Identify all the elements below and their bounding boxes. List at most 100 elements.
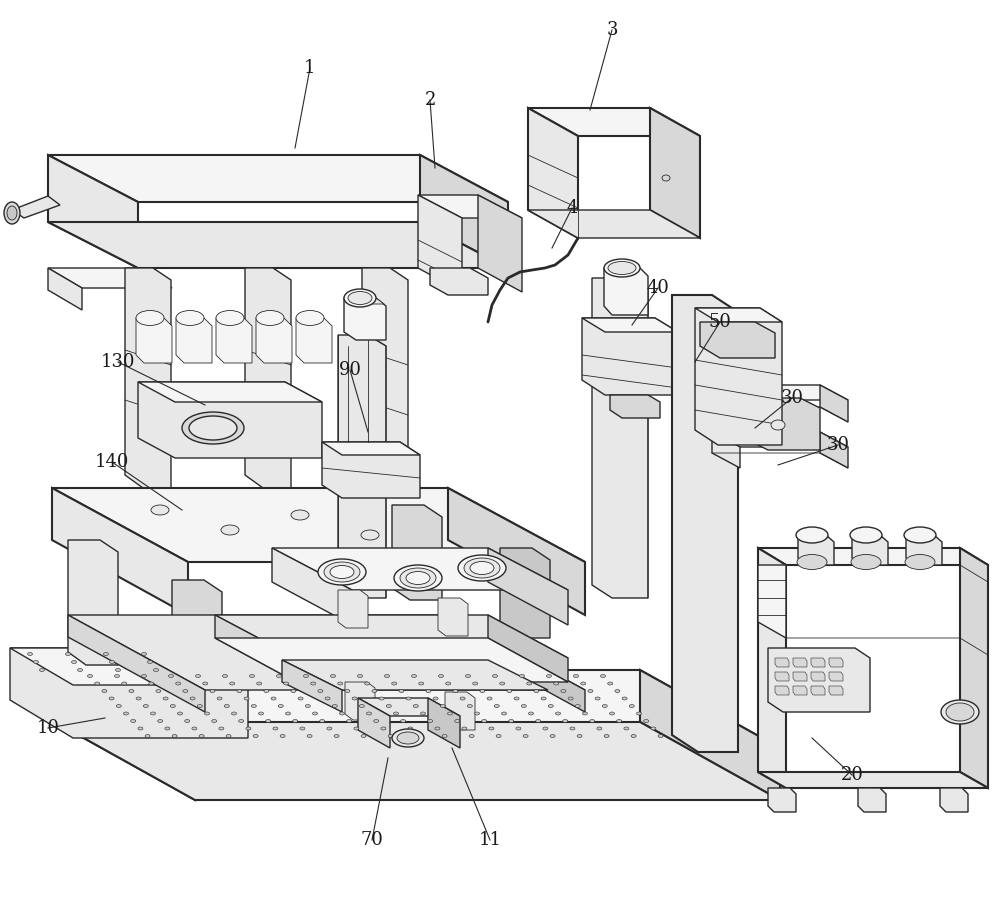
Ellipse shape [500, 682, 505, 685]
Ellipse shape [72, 660, 76, 664]
Ellipse shape [536, 719, 541, 722]
Ellipse shape [182, 412, 244, 444]
Polygon shape [245, 268, 291, 488]
Ellipse shape [527, 682, 532, 685]
Ellipse shape [330, 565, 354, 579]
Polygon shape [428, 698, 460, 748]
Polygon shape [345, 682, 375, 720]
Ellipse shape [291, 690, 296, 692]
Polygon shape [768, 788, 796, 812]
Ellipse shape [327, 727, 332, 730]
Ellipse shape [102, 690, 107, 692]
Ellipse shape [546, 675, 552, 677]
Ellipse shape [651, 727, 656, 730]
Ellipse shape [280, 735, 285, 737]
Ellipse shape [150, 712, 156, 715]
Ellipse shape [392, 682, 397, 685]
Polygon shape [582, 318, 678, 395]
Text: 4: 4 [566, 199, 578, 217]
Polygon shape [272, 548, 352, 625]
Ellipse shape [941, 700, 979, 724]
Polygon shape [811, 672, 825, 681]
Ellipse shape [597, 727, 602, 730]
Ellipse shape [521, 704, 526, 708]
Ellipse shape [438, 675, 444, 677]
Polygon shape [448, 488, 585, 615]
Ellipse shape [581, 682, 586, 685]
Ellipse shape [600, 675, 606, 677]
Ellipse shape [190, 697, 195, 700]
Ellipse shape [575, 704, 580, 708]
Polygon shape [215, 615, 568, 658]
Polygon shape [758, 772, 988, 788]
Ellipse shape [420, 712, 426, 715]
Ellipse shape [574, 675, 578, 677]
Ellipse shape [637, 712, 642, 715]
Ellipse shape [608, 262, 636, 274]
Ellipse shape [543, 727, 548, 730]
Polygon shape [960, 548, 988, 788]
Ellipse shape [344, 289, 376, 307]
Polygon shape [68, 615, 585, 690]
Ellipse shape [28, 652, 32, 656]
Polygon shape [811, 686, 825, 695]
Polygon shape [592, 278, 648, 598]
Ellipse shape [466, 675, 471, 677]
Ellipse shape [480, 690, 485, 692]
Ellipse shape [541, 697, 546, 700]
Ellipse shape [394, 565, 442, 591]
Ellipse shape [496, 735, 501, 737]
Ellipse shape [291, 510, 309, 520]
Ellipse shape [658, 735, 663, 737]
Ellipse shape [7, 206, 17, 220]
Ellipse shape [514, 697, 519, 700]
Ellipse shape [624, 727, 629, 730]
Polygon shape [12, 196, 60, 218]
Text: 11: 11 [479, 831, 502, 849]
Ellipse shape [276, 675, 282, 677]
Polygon shape [700, 322, 775, 358]
Text: 20: 20 [841, 766, 863, 784]
Polygon shape [420, 155, 508, 268]
Ellipse shape [608, 682, 613, 685]
Ellipse shape [266, 719, 271, 722]
Ellipse shape [143, 704, 148, 708]
Ellipse shape [475, 712, 480, 715]
Ellipse shape [183, 690, 188, 692]
Polygon shape [940, 788, 968, 812]
Ellipse shape [345, 690, 350, 692]
Ellipse shape [40, 668, 44, 672]
Ellipse shape [116, 668, 120, 672]
Polygon shape [176, 318, 212, 363]
Polygon shape [528, 210, 700, 238]
Text: 130: 130 [101, 353, 135, 371]
Polygon shape [768, 648, 870, 712]
Ellipse shape [158, 719, 163, 722]
Ellipse shape [400, 568, 436, 588]
Ellipse shape [851, 554, 881, 570]
Ellipse shape [615, 690, 620, 692]
Polygon shape [10, 648, 248, 738]
Ellipse shape [156, 690, 161, 692]
Polygon shape [775, 658, 789, 667]
Ellipse shape [502, 712, 507, 715]
Ellipse shape [534, 690, 539, 692]
Polygon shape [829, 686, 843, 695]
Polygon shape [52, 488, 188, 615]
Ellipse shape [216, 310, 244, 326]
Ellipse shape [470, 562, 494, 574]
Ellipse shape [408, 727, 413, 730]
Ellipse shape [66, 652, 70, 656]
Polygon shape [793, 658, 807, 667]
Polygon shape [48, 222, 508, 268]
Polygon shape [358, 698, 460, 716]
Ellipse shape [946, 703, 974, 721]
Ellipse shape [460, 697, 465, 700]
Ellipse shape [154, 668, 158, 672]
Ellipse shape [286, 712, 290, 715]
Text: 1: 1 [304, 59, 316, 77]
Ellipse shape [172, 735, 177, 737]
Text: 40: 40 [647, 279, 669, 297]
Polygon shape [338, 335, 386, 598]
Ellipse shape [442, 735, 447, 737]
